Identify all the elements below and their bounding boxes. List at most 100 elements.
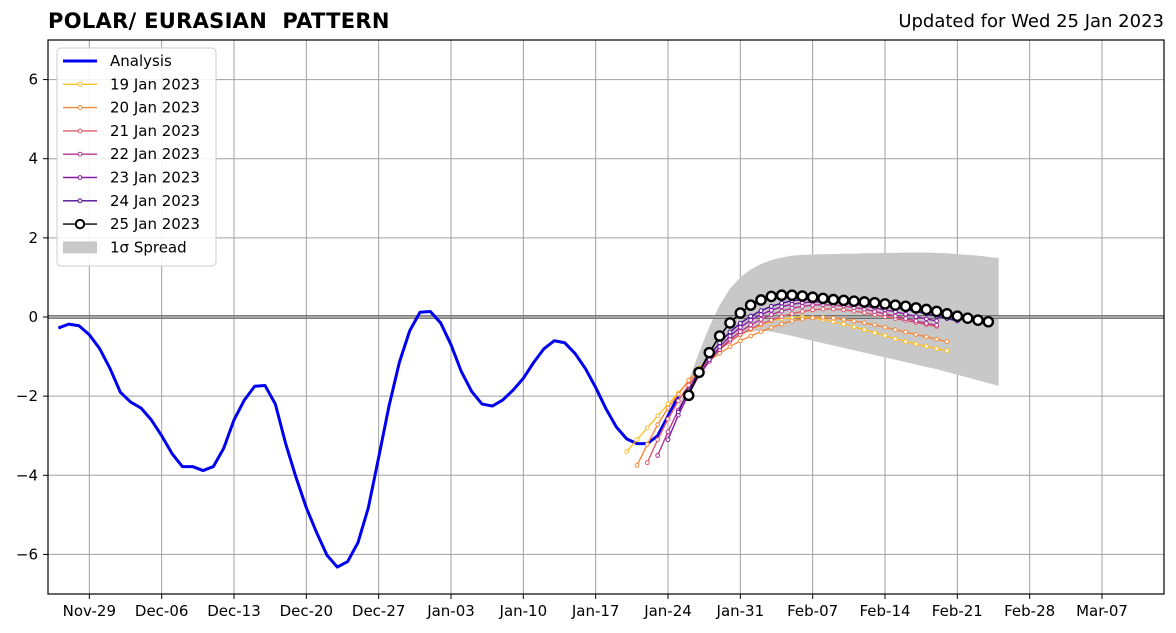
forecast-point <box>724 317 736 329</box>
legend-label: 20 Jan 2023 <box>110 99 200 117</box>
forecast-point <box>868 296 881 309</box>
forecast-point <box>889 299 902 311</box>
forecast-point <box>837 294 850 307</box>
chart-title: POLAR/ EURASIAN PATTERN <box>48 9 390 33</box>
y-tick-label: −2 <box>16 387 38 405</box>
series-layer <box>57 289 995 569</box>
forecast-point <box>779 321 785 327</box>
forecast-point <box>961 312 974 324</box>
forecast-point <box>861 327 867 333</box>
x-tick-label: Dec-06 <box>135 602 189 620</box>
forecast-point <box>682 389 695 402</box>
forecast-point <box>748 313 754 319</box>
forecast-point <box>765 290 778 303</box>
forecast-point <box>758 321 764 327</box>
legend-marker <box>77 151 83 157</box>
forecast-point <box>737 320 743 326</box>
forecast-point <box>748 333 754 339</box>
forecast-point <box>665 437 671 443</box>
y-tick-label: −6 <box>16 545 38 563</box>
forecast-point <box>858 296 871 308</box>
forecast-point <box>655 453 661 458</box>
forecast-point <box>634 437 640 443</box>
legend-label: Analysis <box>110 52 172 70</box>
forecast-point <box>624 449 630 454</box>
forecast-point <box>779 308 785 314</box>
forecast-point <box>758 308 764 314</box>
forecast-point <box>944 339 950 344</box>
forecast-point <box>923 316 929 322</box>
forecast-point <box>830 315 836 321</box>
spread-band <box>678 252 999 409</box>
forecast-point <box>820 314 826 320</box>
forecast-point <box>848 295 860 307</box>
legend-marker <box>77 198 83 204</box>
forecast-point <box>675 391 681 397</box>
forecast-point <box>727 329 733 335</box>
forecast-point <box>841 321 847 327</box>
forecast-point <box>644 425 650 431</box>
forecast-point <box>799 309 805 314</box>
forecast-point <box>899 300 912 313</box>
forecast-point <box>655 437 661 443</box>
y-tick-label: −4 <box>16 466 38 484</box>
forecast-point <box>841 316 847 322</box>
forecast-point <box>655 413 661 419</box>
legend-label: 21 Jan 2023 <box>110 122 200 140</box>
forecast-point <box>861 320 867 326</box>
forecast-point <box>903 311 909 317</box>
forecast-point <box>920 303 933 316</box>
legend-marker <box>77 105 83 110</box>
forecast-point <box>779 314 785 320</box>
forecast-point <box>748 317 754 323</box>
legend-marker <box>77 128 83 134</box>
forecast-point <box>675 409 681 415</box>
forecast-point <box>810 315 816 321</box>
forecast-point <box>693 366 705 379</box>
forecast-point <box>830 306 836 312</box>
forecast-point <box>941 308 953 320</box>
forecast-point <box>817 292 829 305</box>
forecast-point <box>768 325 774 331</box>
forecast-point <box>768 307 774 313</box>
forecast-point <box>879 298 891 310</box>
legend-swatch <box>63 241 97 254</box>
forecast-point <box>934 346 940 352</box>
x-tick-label: Jan-10 <box>499 602 548 620</box>
legend-label: 25 Jan 2023 <box>110 215 200 233</box>
x-tick-label: Jan-17 <box>571 602 620 620</box>
forecast-point <box>934 318 940 324</box>
forecast-point <box>748 326 754 332</box>
spread-layer <box>678 252 999 409</box>
forecast-point <box>913 332 919 337</box>
forecast-point <box>851 318 857 324</box>
forecast-point <box>737 338 743 344</box>
y-tick-label: 6 <box>28 71 38 89</box>
x-tick-label: Jan-31 <box>716 602 765 620</box>
gridlines <box>48 40 1164 594</box>
legend-label: 23 Jan 2023 <box>110 169 200 187</box>
x-tick-label: Feb-14 <box>859 602 910 620</box>
forecast-point <box>758 312 764 318</box>
forecast-point <box>665 429 671 435</box>
legend-label: 24 Jan 2023 <box>110 192 200 210</box>
forecast-point <box>737 324 743 330</box>
y-tick-label: 2 <box>28 229 38 247</box>
legend-label: 1σ Spread <box>110 238 187 256</box>
forecast-point <box>903 339 909 344</box>
axes-layer: Nov-29 Dec-06 Dec-13 Dec-20 Dec-27 Jan-03 Jan-… <box>16 71 1128 620</box>
forecast-point <box>717 351 723 356</box>
forecast-point <box>768 303 774 309</box>
forecast-point <box>892 336 898 342</box>
forecast-point <box>951 310 964 323</box>
forecast-point <box>882 333 888 338</box>
forecast-point <box>934 322 940 328</box>
forecast-point <box>930 305 943 318</box>
legend-marker <box>74 218 86 230</box>
forecast-point <box>727 344 733 350</box>
forecast-point <box>744 299 757 311</box>
forecast-point <box>972 314 984 326</box>
forecast-point <box>768 312 774 318</box>
forecast-point <box>827 293 840 306</box>
forecast-point <box>786 289 798 302</box>
